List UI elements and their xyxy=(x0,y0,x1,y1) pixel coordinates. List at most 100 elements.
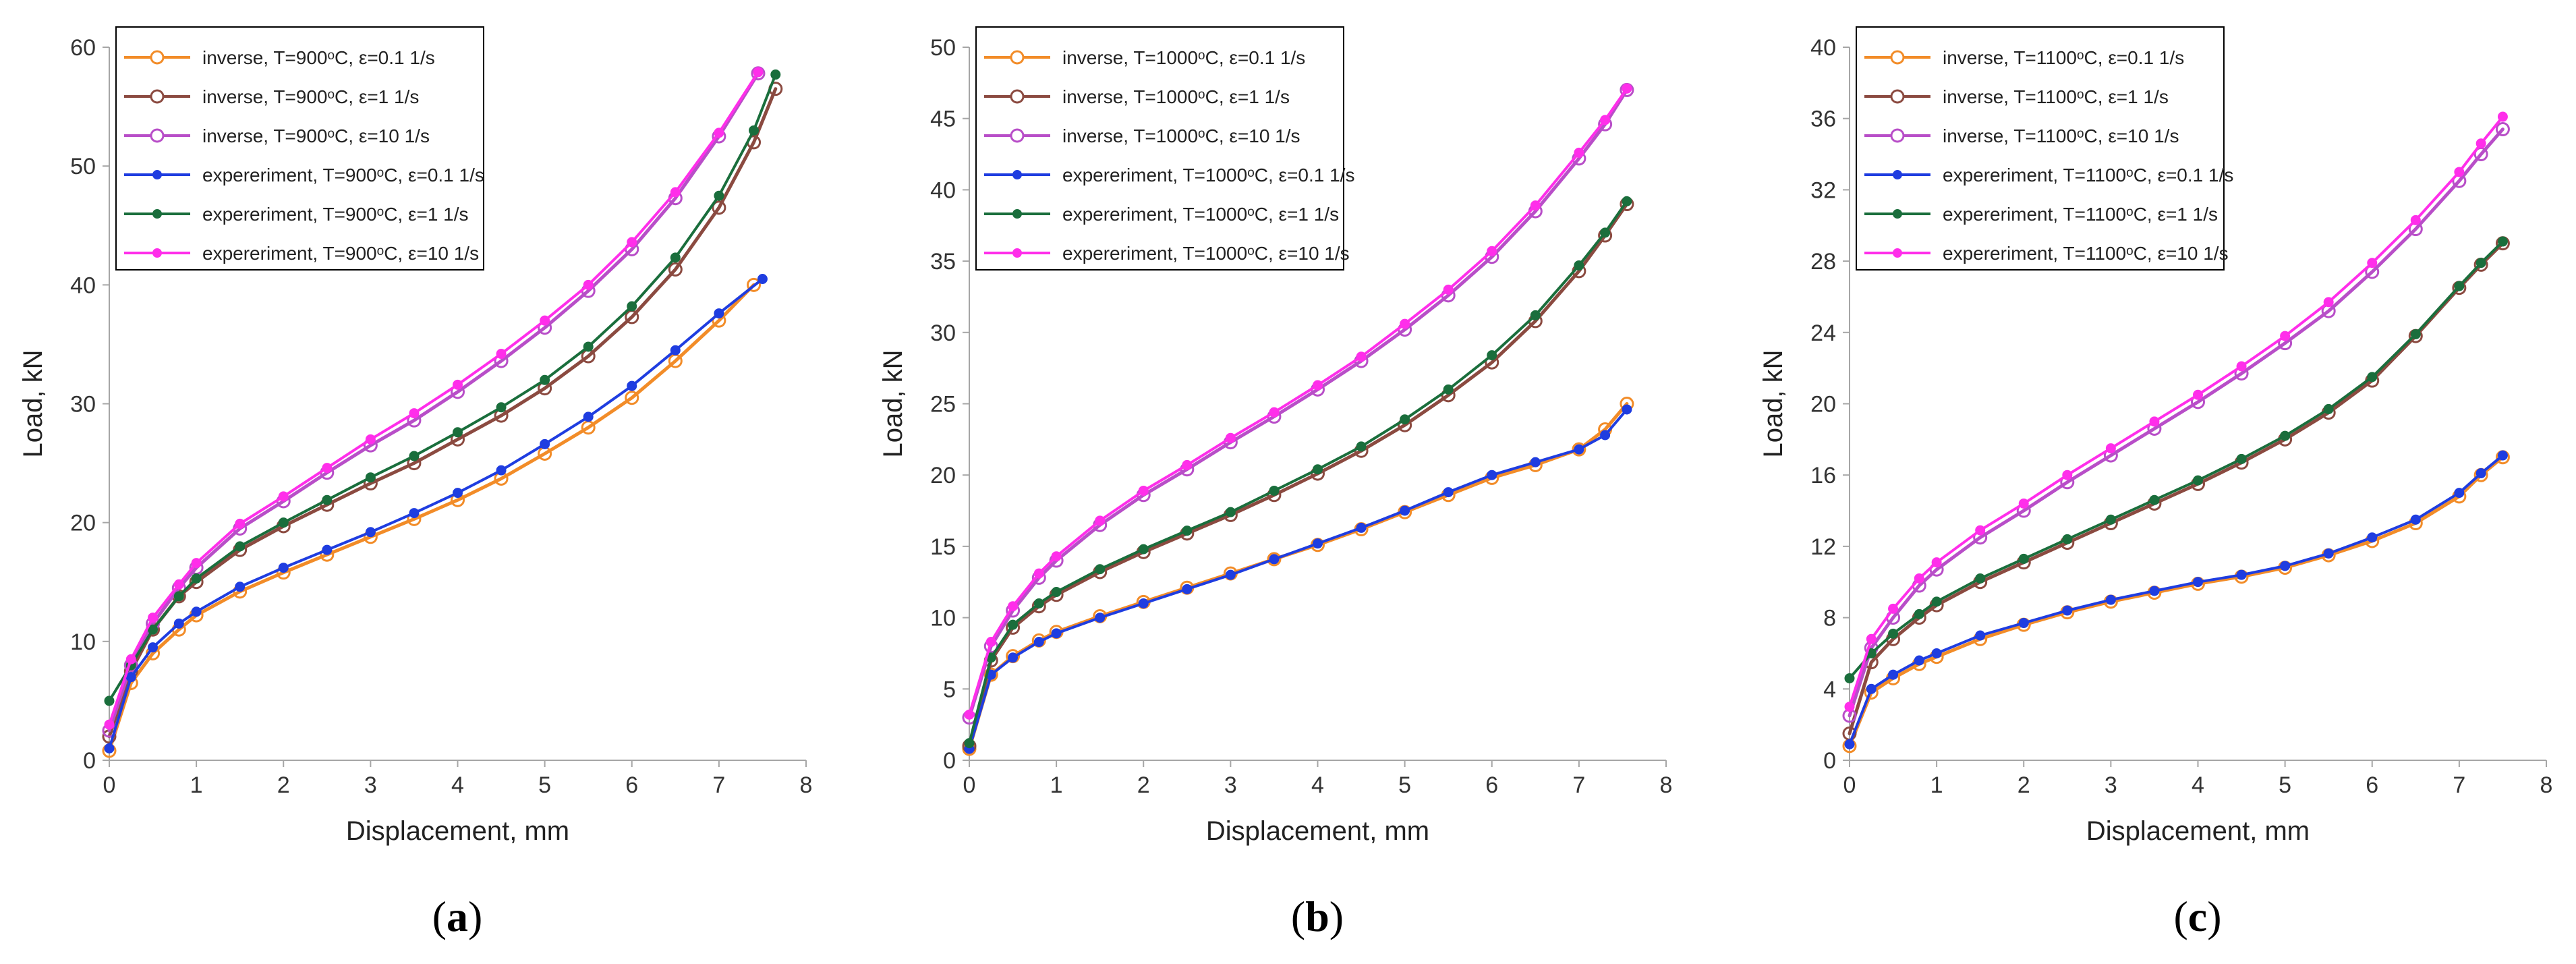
data-point-filled xyxy=(1914,655,1924,666)
x-tick-label: 4 xyxy=(1311,772,1324,798)
data-point-filled xyxy=(1888,628,1899,639)
series-line xyxy=(968,200,1628,745)
legend-entry: expereriment, T=1000ᵒC, ε=10 1/s xyxy=(984,243,1350,264)
data-point-filled xyxy=(191,573,202,584)
data-point-filled xyxy=(2367,258,2378,268)
y-tick-label: 50 xyxy=(930,35,956,61)
y-tick-label: 45 xyxy=(930,107,956,132)
data-point-filled xyxy=(714,190,724,201)
x-tick-label: 6 xyxy=(625,772,638,798)
panel-label-open: ( xyxy=(432,892,447,940)
data-point-filled xyxy=(278,491,289,502)
data-point-filled xyxy=(1313,538,1323,549)
legend-entry: expereriment, T=1000ᵒC, ε=0.1 1/s xyxy=(984,165,1354,186)
series-experiment-3 xyxy=(964,404,1632,754)
data-point-filled xyxy=(2497,236,2508,247)
legend-entry: inverse, T=1100ᵒC, ε=10 1/s xyxy=(1864,125,2179,146)
data-point-filled xyxy=(1975,573,1986,584)
legend-label: inverse, T=1100ᵒC, ε=0.1 1/s xyxy=(1943,47,2184,68)
data-point-filled xyxy=(173,579,184,590)
data-point-filled xyxy=(1622,404,1632,415)
series-experiment-3 xyxy=(1844,450,2508,749)
data-point-filled xyxy=(1443,487,1454,498)
series-inverse-1 xyxy=(1842,236,2510,741)
legend-swatch-marker xyxy=(152,209,162,219)
data-point-filled xyxy=(1914,608,1924,619)
data-point-filled xyxy=(2280,430,2291,441)
data-point-filled xyxy=(1530,457,1541,467)
data-point-filled xyxy=(1138,598,1149,608)
data-point-filled xyxy=(148,642,159,653)
data-point-filled xyxy=(104,719,115,730)
data-point-open xyxy=(1572,442,1586,457)
legend-entry: expereriment, T=1000ᵒC, ε=1 1/s xyxy=(984,204,1339,225)
data-point-filled xyxy=(2193,577,2203,588)
y-tick-label: 8 xyxy=(1823,606,1836,631)
legend-swatch-marker xyxy=(152,248,162,258)
legend-entry: inverse, T=900ᵒC, ε=10 1/s xyxy=(124,125,430,146)
legend-entry: inverse, T=900ᵒC, ε=1 1/s xyxy=(124,86,419,107)
series-line xyxy=(107,283,755,753)
legend-label: expereriment, T=900ᵒC, ε=0.1 1/s xyxy=(202,165,484,186)
data-point-filled xyxy=(191,606,202,617)
legend-swatch-marker xyxy=(1893,248,1902,258)
data-point-filled xyxy=(191,558,202,569)
series-line xyxy=(1848,127,2505,718)
data-point-filled xyxy=(2149,586,2160,596)
data-point-filled xyxy=(104,743,115,754)
data-point-filled xyxy=(278,563,289,573)
panel-label-letter: a xyxy=(447,892,468,940)
data-point-filled xyxy=(964,738,975,749)
data-point-filled xyxy=(1008,619,1019,630)
data-point-filled xyxy=(173,618,184,629)
x-tick-label: 8 xyxy=(2540,772,2553,798)
data-point-filled xyxy=(2475,138,2486,149)
panel-label-letter: b xyxy=(1305,892,1329,940)
data-point-filled xyxy=(540,315,550,326)
data-point-filled xyxy=(2149,494,2160,505)
series-inverse-0 xyxy=(962,397,1634,756)
panel-label: (a) xyxy=(432,892,483,940)
data-point-filled xyxy=(2149,416,2160,427)
data-point-filled xyxy=(1530,310,1541,320)
legend-label: inverse, T=900ᵒC, ε=10 1/s xyxy=(202,125,430,146)
data-point-filled xyxy=(2062,605,2073,616)
data-point-open xyxy=(668,262,683,277)
y-tick-label: 12 xyxy=(1810,534,1836,560)
data-point-filled xyxy=(627,301,637,312)
legend-label: expereriment, T=1100ᵒC, ε=10 1/s xyxy=(1943,243,2229,264)
y-tick-label: 32 xyxy=(1810,177,1836,203)
data-point-filled xyxy=(1487,246,1497,256)
data-point-open xyxy=(747,277,762,292)
x-tick-label: 0 xyxy=(103,772,116,798)
x-tick-label: 5 xyxy=(2279,772,2291,798)
legend-entry: inverse, T=1000ᵒC, ε=1 1/s xyxy=(984,86,1290,107)
legend-box xyxy=(115,26,484,271)
legend-label: inverse, T=900ᵒC, ε=0.1 1/s xyxy=(202,47,435,68)
panel-a: 0 1 2 3 4 5 6 7 8 0 10 20 30 40 50 60 Displacement, mm Lo… xyxy=(18,26,812,940)
data-point-filled xyxy=(1095,613,1106,623)
x-tick-label: 1 xyxy=(190,772,203,798)
data-point-filled xyxy=(1138,485,1149,496)
x-tick-label: 2 xyxy=(1137,772,1150,798)
data-point-filled xyxy=(1914,573,1924,584)
data-point-filled xyxy=(2193,389,2203,400)
series-experiment-5 xyxy=(964,83,1632,720)
data-point-filled xyxy=(1356,522,1367,533)
legend-label: expereriment, T=1000ᵒC, ε=10 1/s xyxy=(1062,243,1350,264)
data-point-filled xyxy=(1888,669,1899,680)
y-tick-label: 40 xyxy=(70,273,96,298)
series-inverse-2 xyxy=(1842,122,2510,723)
data-point-filled xyxy=(2062,470,2073,480)
data-point-filled xyxy=(2193,475,2203,486)
data-point-filled xyxy=(670,345,681,356)
x-tick-label: 3 xyxy=(2105,772,2117,798)
legend-swatch-marker xyxy=(1010,128,1025,143)
data-point-filled xyxy=(1400,414,1410,425)
data-point-filled xyxy=(1600,115,1611,125)
data-point-filled xyxy=(2410,215,2421,225)
y-tick-label: 16 xyxy=(1810,463,1836,488)
legend-swatch-marker xyxy=(1890,128,1905,143)
x-tick-label: 2 xyxy=(277,772,290,798)
data-point-filled xyxy=(1400,505,1410,516)
